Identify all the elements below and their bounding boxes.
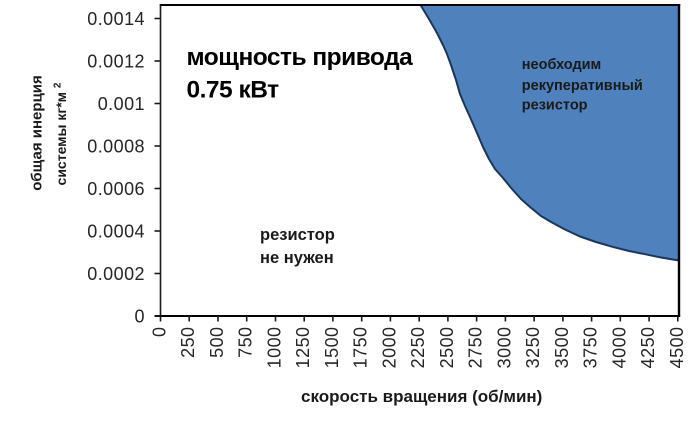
svg-text:0.0012: 0.0012 <box>87 52 145 72</box>
svg-text:2750: 2750 <box>466 327 486 369</box>
svg-text:0.001: 0.001 <box>98 94 145 114</box>
svg-text:4250: 4250 <box>638 327 658 369</box>
svg-text:не нужен: не нужен <box>260 249 334 267</box>
svg-text:4500: 4500 <box>667 327 687 369</box>
svg-text:0: 0 <box>135 307 145 327</box>
svg-text:рекуперативный: рекуперативный <box>522 78 643 94</box>
svg-text:1500: 1500 <box>322 327 342 369</box>
svg-text:0.75 кВт: 0.75 кВт <box>187 77 280 104</box>
svg-text:500: 500 <box>207 327 227 358</box>
svg-text:0.0002: 0.0002 <box>87 264 145 284</box>
svg-text:0: 0 <box>150 327 170 337</box>
svg-text:0.0014: 0.0014 <box>87 9 145 29</box>
svg-text:мощность привода: мощность привода <box>187 44 414 71</box>
svg-text:системы кг*м 2: системы кг*м 2 <box>53 82 70 185</box>
svg-text:резистор: резистор <box>260 226 335 244</box>
svg-text:750: 750 <box>236 327 256 358</box>
svg-text:3750: 3750 <box>581 327 601 369</box>
svg-text:3500: 3500 <box>552 327 572 369</box>
svg-text:0.0004: 0.0004 <box>87 222 145 242</box>
svg-text:1000: 1000 <box>265 327 285 369</box>
svg-text:3000: 3000 <box>494 327 514 369</box>
svg-text:1250: 1250 <box>293 327 313 369</box>
svg-text:резистор: резистор <box>522 98 588 114</box>
svg-text:2250: 2250 <box>408 327 428 369</box>
svg-text:250: 250 <box>178 327 198 358</box>
svg-text:1750: 1750 <box>351 327 371 369</box>
svg-text:скорость вращения (об/мин): скорость вращения (об/мин) <box>301 387 542 406</box>
svg-text:0.0008: 0.0008 <box>87 137 145 157</box>
svg-text:0.0006: 0.0006 <box>87 179 145 199</box>
svg-text:4000: 4000 <box>609 327 629 369</box>
svg-text:необходим: необходим <box>522 57 602 73</box>
svg-text:общая инерция: общая инерция <box>28 75 45 191</box>
svg-text:2500: 2500 <box>437 327 457 369</box>
svg-text:2000: 2000 <box>379 327 399 369</box>
svg-text:3250: 3250 <box>523 327 543 369</box>
